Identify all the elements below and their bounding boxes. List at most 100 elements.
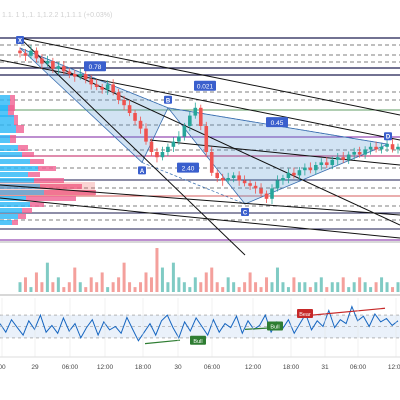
candle-body — [352, 152, 356, 155]
volume-bar — [336, 282, 340, 292]
candle-body — [385, 144, 389, 147]
candle-body — [45, 61, 50, 64]
volume-bar — [100, 272, 104, 292]
volume-profile-bar — [0, 95, 10, 111]
candle-body — [270, 188, 274, 199]
volume-bar — [84, 287, 88, 292]
candle-body — [116, 92, 121, 100]
volume-profile-bar — [0, 159, 30, 164]
candle-body — [341, 157, 346, 160]
volume-bar — [210, 267, 214, 292]
pattern-point-label: C — [243, 211, 248, 217]
volume-bar — [117, 277, 121, 292]
candle-body — [319, 162, 324, 165]
volume-bar — [237, 287, 241, 292]
x-tick-label: 12:00 — [388, 364, 400, 371]
volume-bar — [352, 282, 356, 292]
volume-profile-bar — [44, 190, 96, 195]
volume-bar — [106, 287, 110, 292]
volume-bar — [188, 287, 192, 292]
candle-body — [308, 167, 313, 171]
candle-body — [72, 74, 77, 77]
candle-body — [204, 126, 209, 152]
candle-body — [198, 107, 203, 126]
volume-bar — [215, 282, 219, 292]
volume-bar — [182, 282, 186, 292]
chart-header: 1.1. 1 1,.1. 1,1.2.2 1,1.1.1 (+0.03%) — [2, 12, 113, 19]
candle-body — [111, 84, 115, 93]
candle-body — [83, 74, 88, 80]
volume-profile-bar — [0, 208, 22, 213]
divergence-badge — [190, 335, 206, 345]
volume-bar — [314, 282, 318, 292]
candle-body — [182, 126, 187, 137]
candle-body — [78, 74, 83, 77]
pattern-ratio-line — [19, 47, 169, 109]
volume-bar — [23, 277, 27, 292]
volume-profile-bar — [0, 214, 18, 219]
volume-bar — [226, 277, 230, 292]
candle-body — [335, 157, 340, 160]
pattern-point-label: D — [386, 135, 391, 141]
candle-body — [231, 175, 236, 178]
volume-profile-bar — [16, 125, 24, 133]
candle-body — [193, 107, 198, 116]
pattern-point-badge — [16, 36, 24, 44]
oscillator-line — [0, 305, 399, 342]
volume-bar — [204, 272, 208, 292]
candle-body — [100, 87, 104, 90]
volume-bar — [89, 277, 93, 292]
volume-profile-bar — [28, 172, 40, 177]
ratio-badge — [177, 162, 199, 173]
candle-body — [138, 120, 143, 129]
pattern-point-label: A — [140, 169, 145, 175]
candle-body — [346, 154, 351, 160]
ratio-badge — [194, 80, 216, 91]
volume-bar — [281, 282, 285, 292]
volume-bar — [144, 272, 148, 292]
candle-body — [330, 159, 335, 165]
trendline — [0, 59, 400, 141]
candle-body — [56, 66, 61, 69]
candle-body — [286, 172, 291, 178]
ratio-label: 0.78 — [89, 64, 102, 71]
volume-bar — [292, 277, 296, 292]
volume-bar — [270, 282, 274, 292]
trendline — [19, 37, 400, 116]
candle-body — [226, 178, 230, 181]
volume-bar — [122, 262, 126, 292]
candle-body — [171, 141, 176, 147]
candle-body — [94, 84, 99, 87]
candle-body — [133, 113, 137, 121]
volume-bar — [51, 282, 55, 292]
volume-profile-bar — [22, 208, 32, 213]
candle-body — [144, 128, 148, 142]
candle-body — [160, 152, 165, 158]
divergence-label: Bull — [193, 339, 202, 345]
candle-body — [67, 71, 72, 74]
candle-body — [357, 152, 362, 155]
candle-body — [209, 152, 214, 173]
volume-profile-bar — [38, 166, 56, 171]
x-tick-label: 31 — [321, 364, 329, 371]
volume-profile-bar — [18, 145, 28, 151]
volume-bar — [391, 287, 395, 292]
ratio-badge — [266, 117, 288, 128]
volume-bar — [34, 272, 38, 292]
candle-body — [166, 146, 170, 152]
candle-body — [51, 61, 55, 69]
volume-bar — [221, 287, 225, 292]
volume-bar — [396, 282, 400, 292]
candle-body — [390, 144, 395, 150]
volume-bar — [95, 282, 99, 292]
pattern-point-badge — [384, 132, 392, 141]
candle-body — [253, 185, 258, 189]
volume-profile-bar — [0, 190, 44, 195]
pattern-point-label: B — [166, 98, 171, 104]
volume-bar — [160, 267, 164, 292]
volume-profile-bar — [0, 178, 34, 183]
volume-profile-bar — [0, 202, 30, 207]
volume-bar — [73, 267, 77, 292]
x-tick-label: 06:00 — [62, 364, 79, 371]
